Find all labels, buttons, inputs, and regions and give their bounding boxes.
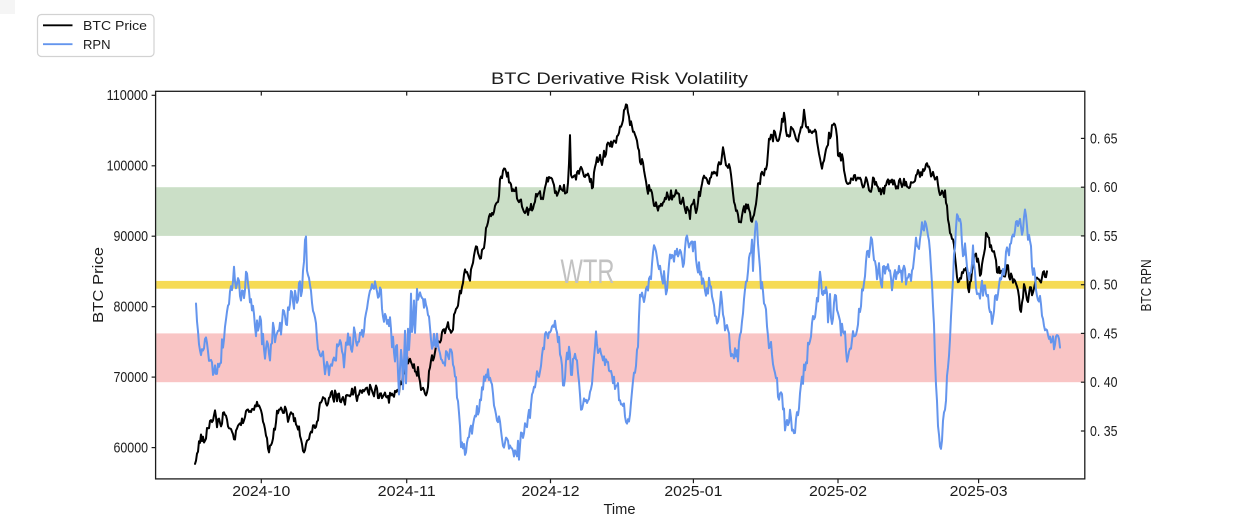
svg-text:2025-01: 2025-01 [664, 483, 722, 500]
svg-text:2024-10: 2024-10 [232, 483, 290, 500]
svg-text:0. 50: 0. 50 [1090, 277, 1118, 294]
svg-text:0. 60: 0. 60 [1090, 179, 1118, 196]
svg-text:0. 45: 0. 45 [1090, 325, 1118, 342]
svg-text:0. 35: 0. 35 [1090, 423, 1118, 440]
svg-text:90000: 90000 [114, 228, 149, 245]
svg-text:0. 65: 0. 65 [1090, 130, 1118, 147]
svg-text:2024-12: 2024-12 [522, 483, 580, 500]
svg-text:100000: 100000 [107, 158, 148, 175]
svg-text:2024-11: 2024-11 [378, 483, 436, 500]
svg-text:RPN: RPN [83, 37, 111, 52]
svg-text:2025-03: 2025-03 [950, 483, 1008, 500]
svg-text:0. 40: 0. 40 [1090, 374, 1118, 391]
svg-text:2025-02: 2025-02 [809, 483, 867, 500]
svg-text:80000: 80000 [114, 299, 149, 316]
svg-text:Time: Time [604, 501, 636, 518]
svg-text:BTC Price: BTC Price [90, 247, 107, 323]
svg-text:60000: 60000 [114, 440, 149, 457]
svg-text:70000: 70000 [114, 369, 149, 386]
svg-text:0. 55: 0. 55 [1090, 228, 1118, 245]
svg-text:110000: 110000 [107, 87, 148, 104]
svg-text:BTC Derivative Risk Volatility: BTC Derivative Risk Volatility [491, 69, 749, 88]
svg-text:BTC RPN: BTC RPN [1138, 260, 1155, 312]
svg-text:WTR: WTR [561, 253, 615, 291]
svg-text:BTC Price: BTC Price [83, 18, 147, 33]
